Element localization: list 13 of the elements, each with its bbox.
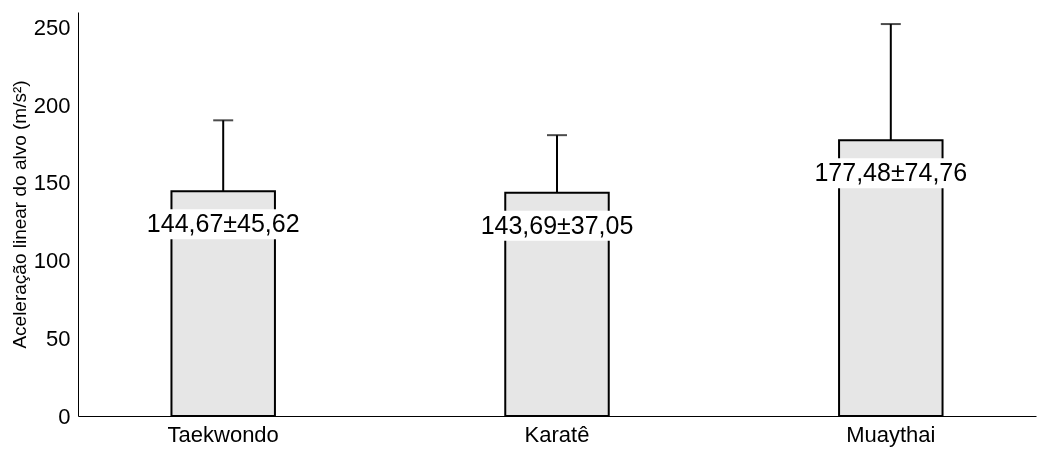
data-label: 144,67±45,62 — [146, 209, 300, 238]
y-tick-label: 0 — [58, 403, 71, 429]
y-axis-title: Aceleração linear do alvo (m/s²) — [8, 80, 30, 349]
x-tick-label: Muaythai — [846, 421, 936, 447]
data-label: 177,48±74,76 — [814, 158, 968, 187]
x-tick-label: Karatê — [524, 421, 590, 447]
data-label: 143,69±37,05 — [480, 210, 634, 239]
y-tick-label: 50 — [46, 325, 71, 351]
y-tick-label: 150 — [33, 170, 71, 196]
y-tick-label: 100 — [33, 248, 71, 274]
y-tick-label: 250 — [33, 15, 71, 41]
x-tick-label: Taekwondo — [167, 421, 279, 447]
y-tick-label: 200 — [33, 92, 71, 118]
